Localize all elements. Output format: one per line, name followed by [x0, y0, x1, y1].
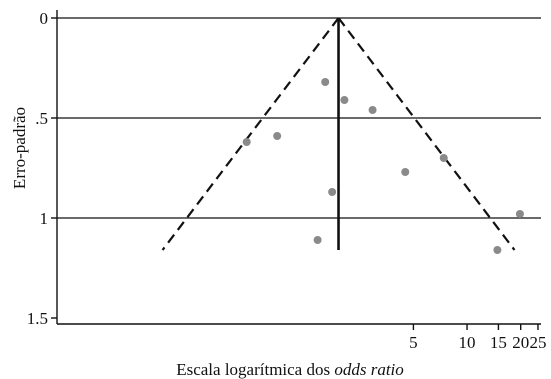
y-tick-label: 1.5	[27, 309, 48, 328]
x-tick-label: 5	[409, 333, 418, 352]
y-tick-label: 0	[40, 9, 49, 28]
x-tick-label: 20	[512, 333, 529, 352]
gridlines	[57, 17, 541, 219]
data-point	[321, 78, 330, 86]
x-tick-label: 25	[529, 333, 546, 352]
y-tick-label: .5	[35, 109, 48, 128]
data-point	[439, 154, 448, 162]
x-tick-label: 10	[459, 333, 476, 352]
funnel-left-line	[161, 17, 340, 251]
data-point	[515, 210, 524, 218]
data-point	[273, 132, 282, 140]
x-axis-title: Escala logarítmica dos odds ratio	[176, 360, 404, 379]
data-point	[340, 96, 349, 104]
data-point	[368, 106, 377, 114]
data-point	[328, 188, 337, 196]
funnel-right-line	[337, 17, 516, 251]
funnel-lines	[161, 17, 516, 251]
axes	[56, 10, 541, 325]
x-axis-title-italic: odds ratio	[334, 360, 403, 379]
y-tick-labels: 0 .5 1 1.5	[27, 9, 57, 328]
x-tick-labels: 5 10 15 20 25	[409, 324, 546, 352]
x-tick-label: 15	[490, 333, 507, 352]
data-point	[313, 236, 322, 244]
data-point	[401, 168, 410, 176]
y-tick-label: 1	[40, 209, 49, 228]
data-point	[242, 138, 251, 146]
data-points	[242, 78, 524, 254]
data-point	[493, 246, 502, 254]
x-axis-title-prefix: Escala logarítmica dos	[176, 360, 334, 379]
y-axis-title: Erro-padrão	[10, 107, 29, 189]
